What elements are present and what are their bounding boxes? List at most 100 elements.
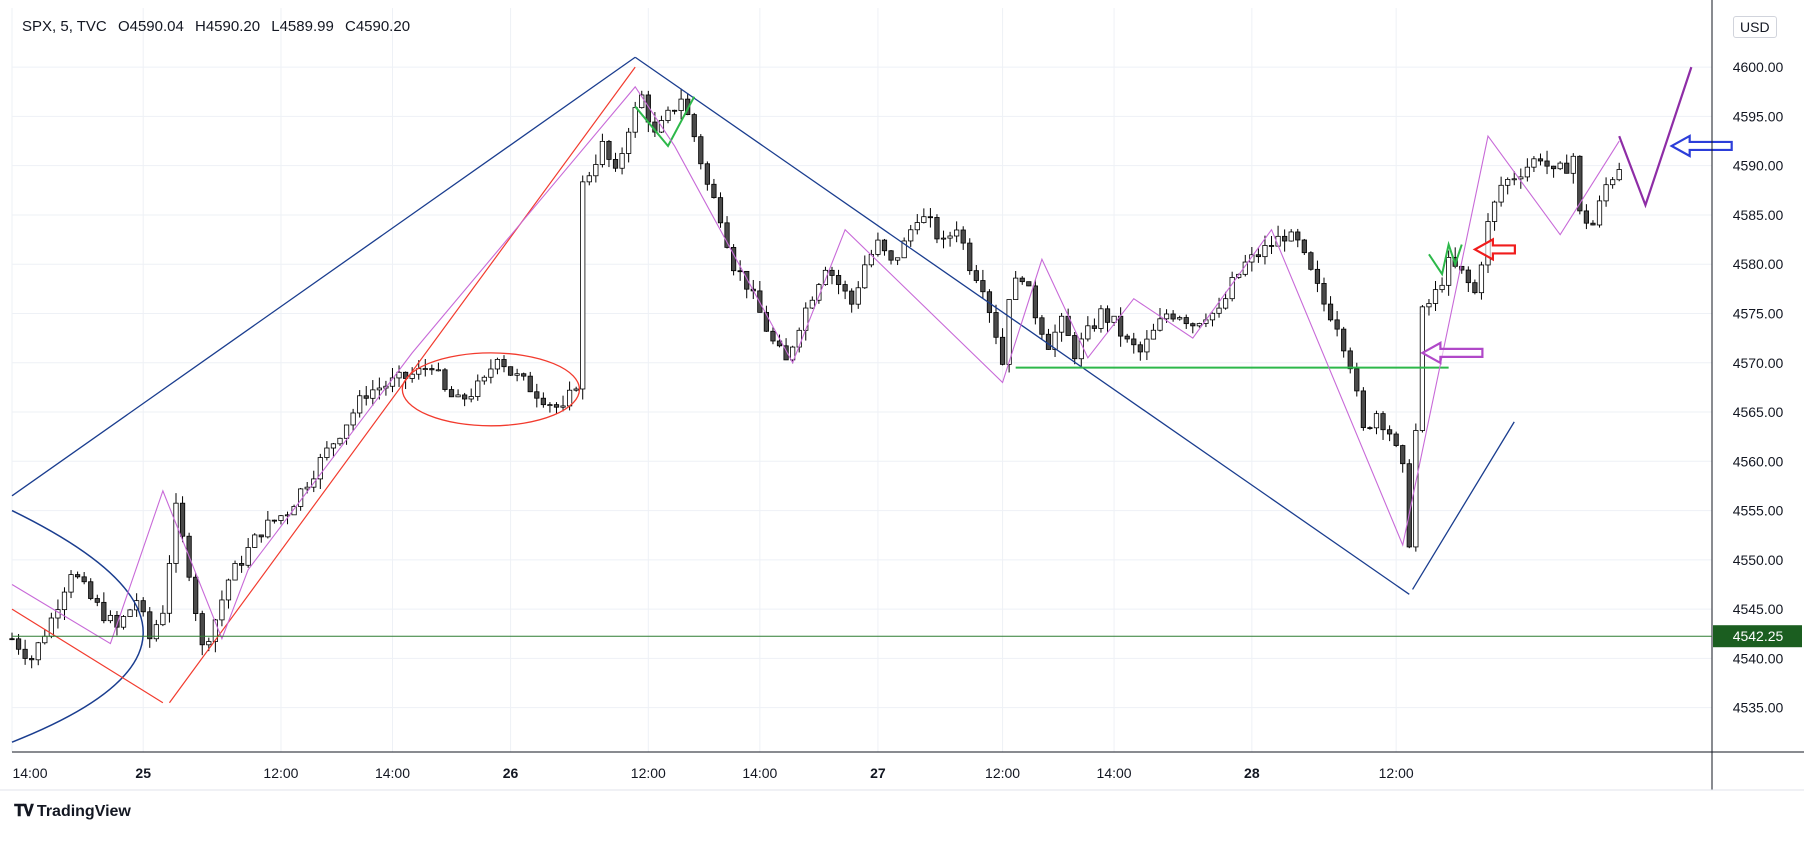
candle-body [1177, 317, 1183, 320]
candle-body [1590, 222, 1596, 226]
trendline-red [11, 608, 164, 704]
candle-body [567, 389, 573, 407]
candle-body [593, 164, 599, 177]
candle-body [1413, 430, 1419, 548]
candle-body [35, 642, 41, 661]
candle-body [114, 614, 120, 628]
candle-body [1557, 162, 1563, 170]
candle-body [737, 270, 743, 273]
tradingview-logo[interactable]: 𝐓𝐕 TradingView [14, 803, 131, 821]
ohlc-close: C4590.20 [344, 18, 411, 35]
candle-body [265, 519, 271, 538]
candle-body [665, 109, 671, 121]
candle-body [1380, 413, 1386, 431]
candle-body [1472, 282, 1478, 294]
candle-body [1426, 303, 1432, 308]
ohlc-low: L4589.99 [271, 18, 334, 35]
candle-body [1341, 328, 1347, 352]
candle-body [980, 280, 986, 293]
candle-body [258, 534, 264, 538]
candle-body [193, 576, 199, 615]
candle-body [173, 502, 179, 564]
trendline-blue [634, 56, 1410, 595]
candle-body [1400, 445, 1406, 465]
candle-body [422, 368, 428, 370]
candle-body [1373, 413, 1380, 429]
candle-body [324, 447, 330, 458]
symbol-label[interactable]: SPX, 5, TVC [22, 18, 107, 35]
candle-body [606, 140, 612, 160]
candle-body [1190, 323, 1196, 327]
arrow-violet [1420, 341, 1484, 365]
candle-body [1157, 318, 1163, 331]
candle-body [206, 641, 212, 646]
price-tick-label: 4545.00 [1733, 601, 1784, 617]
candle-body [1354, 368, 1360, 392]
ohlc-high: H4590.20 [195, 18, 261, 35]
candle-body [1137, 344, 1143, 353]
candle-body [1091, 325, 1097, 329]
candle-body [153, 624, 159, 640]
candle-body [271, 519, 278, 522]
candle-body [1459, 265, 1465, 271]
candle-body [1150, 329, 1157, 340]
candle-body [586, 175, 592, 183]
candle-body [9, 638, 15, 641]
candle-body [435, 369, 442, 372]
price-tick-label: 4575.00 [1733, 305, 1784, 321]
candle-body [1603, 184, 1609, 202]
candle-body [1432, 289, 1439, 304]
currency-button[interactable]: USD [1733, 16, 1777, 38]
candle-body [442, 369, 448, 390]
candle-body [1570, 155, 1576, 174]
candle-body [1577, 155, 1583, 212]
candle-body [1078, 338, 1084, 360]
candle-body [790, 346, 796, 361]
candle-body [940, 237, 947, 240]
candle-body [999, 336, 1006, 365]
candle-body [1118, 315, 1124, 337]
candle-body [291, 506, 297, 516]
candle-body [1610, 179, 1616, 186]
candle-body [448, 389, 455, 398]
tradingview-logo-icon: 𝐓𝐕 [14, 803, 34, 820]
arrow-red [1472, 237, 1516, 262]
candle-body [501, 359, 507, 368]
candle-body [901, 240, 907, 259]
candle-body [1111, 315, 1117, 323]
price-tick-label: 4550.00 [1733, 552, 1784, 568]
candle-body [15, 638, 22, 650]
candle-body [219, 599, 225, 621]
candle-body [881, 239, 888, 252]
candle-body [1216, 307, 1222, 314]
candle-body [252, 534, 258, 548]
candle-body [1393, 433, 1399, 446]
ohlc-open: O4590.04 [117, 18, 184, 35]
candle-body [212, 619, 218, 642]
candle-body [849, 290, 855, 305]
candle-body [534, 391, 540, 399]
time-tick-label: 25 [135, 765, 151, 781]
candle-body [632, 107, 638, 133]
candle-body [1288, 231, 1294, 242]
candle-body [179, 502, 186, 537]
candle-body [1026, 281, 1032, 287]
trendline-blue [1412, 421, 1515, 590]
time-tick-label: 14:00 [375, 765, 410, 781]
candle-body [68, 574, 74, 593]
candle-body [1019, 277, 1025, 283]
arrow-blue [1669, 134, 1733, 158]
candle-body [1045, 333, 1052, 350]
candle-body [954, 229, 960, 237]
candle-body [1321, 283, 1327, 305]
time-tick-label: 14:00 [1097, 765, 1132, 781]
candle-body [796, 329, 802, 348]
candle-body [1531, 158, 1537, 168]
candle-body [560, 405, 566, 408]
candle-body [973, 270, 979, 281]
candle-body [429, 368, 435, 371]
zigzag-violet [11, 85, 1620, 645]
candle-body [1301, 239, 1307, 254]
candle-body [357, 395, 363, 414]
